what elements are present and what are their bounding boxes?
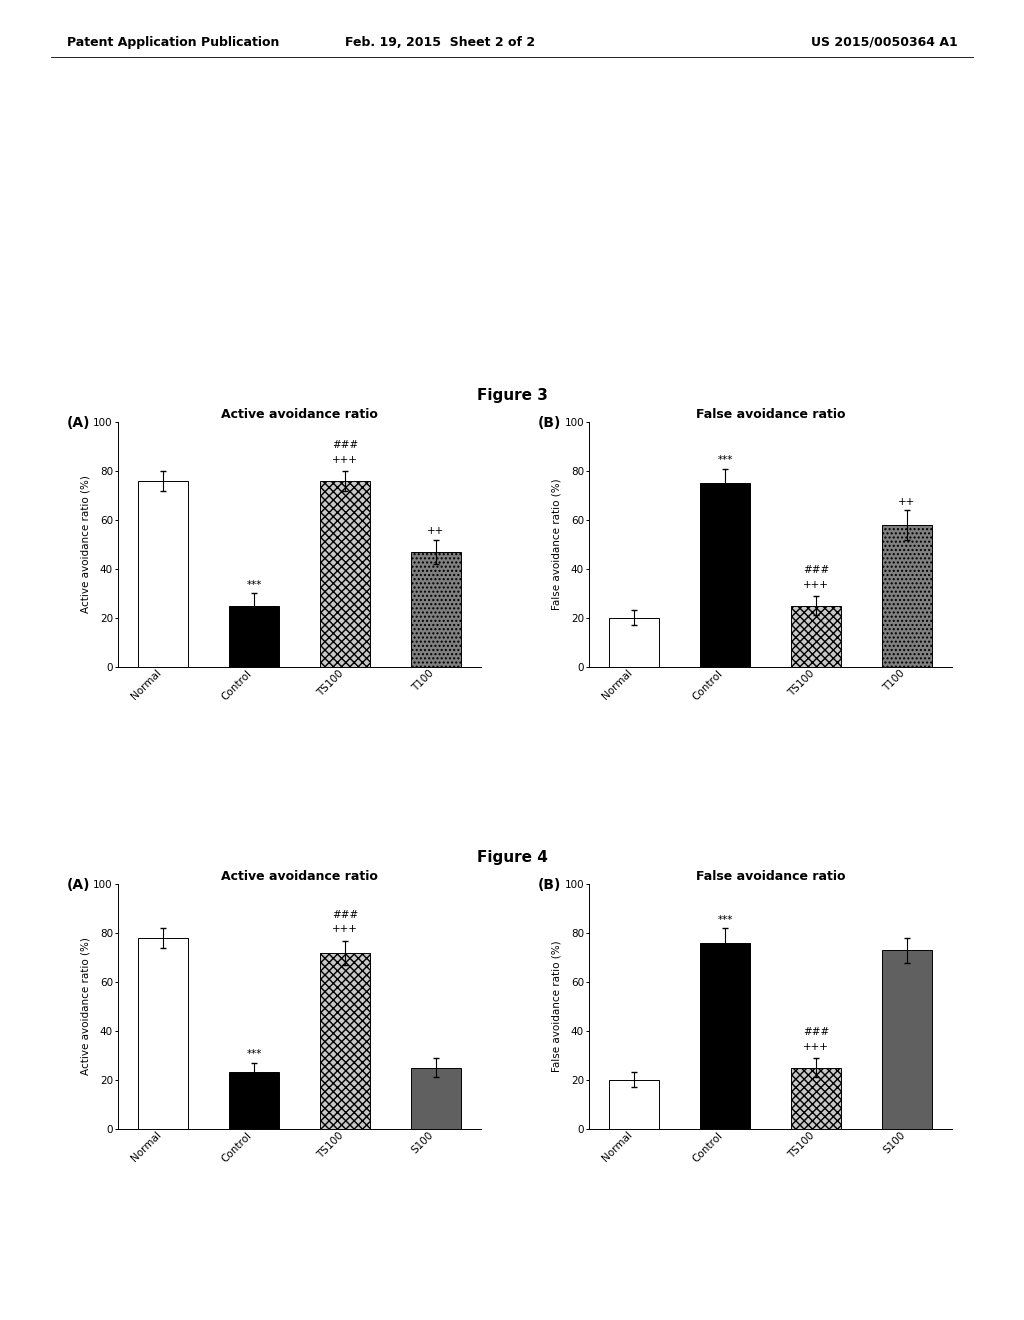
Text: +++: +++: [332, 455, 358, 465]
Text: ###: ###: [803, 565, 829, 576]
Text: (A): (A): [67, 878, 90, 892]
Bar: [791, 606, 841, 667]
Bar: [319, 480, 370, 667]
Bar: [700, 483, 751, 667]
Text: ++: ++: [898, 496, 915, 507]
Bar: [319, 953, 370, 1129]
Bar: [882, 950, 932, 1129]
Bar: [791, 1068, 841, 1129]
Bar: [411, 552, 461, 667]
Text: ++: ++: [427, 525, 444, 536]
Bar: [411, 1068, 461, 1129]
Y-axis label: Active avoidance ratio (%): Active avoidance ratio (%): [81, 475, 90, 614]
Bar: [882, 525, 932, 667]
Title: False avoidance ratio: False avoidance ratio: [696, 870, 845, 883]
Bar: [700, 942, 751, 1129]
Bar: [229, 1072, 280, 1129]
Text: US 2015/0050364 A1: US 2015/0050364 A1: [811, 36, 957, 49]
Text: Figure 3: Figure 3: [476, 388, 548, 403]
Text: (B): (B): [538, 416, 561, 430]
Text: Feb. 19, 2015  Sheet 2 of 2: Feb. 19, 2015 Sheet 2 of 2: [345, 36, 536, 49]
Text: ###: ###: [803, 1027, 829, 1038]
Text: +++: +++: [803, 1041, 829, 1052]
Text: ***: ***: [718, 455, 733, 465]
Text: ***: ***: [247, 1049, 262, 1059]
Text: ###: ###: [332, 909, 358, 920]
Bar: [229, 606, 280, 667]
Bar: [609, 618, 659, 667]
Text: (A): (A): [67, 416, 90, 430]
Text: Figure 4: Figure 4: [476, 850, 548, 865]
Bar: [138, 939, 188, 1129]
Title: False avoidance ratio: False avoidance ratio: [696, 408, 845, 421]
Title: Active avoidance ratio: Active avoidance ratio: [221, 408, 378, 421]
Bar: [609, 1080, 659, 1129]
Bar: [138, 480, 188, 667]
Text: ###: ###: [332, 441, 358, 450]
Text: ***: ***: [718, 915, 733, 925]
Text: (B): (B): [538, 878, 561, 892]
Title: Active avoidance ratio: Active avoidance ratio: [221, 870, 378, 883]
Y-axis label: False avoidance ratio (%): False avoidance ratio (%): [552, 479, 561, 610]
Y-axis label: False avoidance ratio (%): False avoidance ratio (%): [552, 941, 561, 1072]
Text: +++: +++: [803, 579, 829, 590]
Text: +++: +++: [332, 924, 358, 935]
Text: ***: ***: [247, 579, 262, 590]
Y-axis label: Active avoidance ratio (%): Active avoidance ratio (%): [81, 937, 90, 1076]
Text: Patent Application Publication: Patent Application Publication: [67, 36, 279, 49]
